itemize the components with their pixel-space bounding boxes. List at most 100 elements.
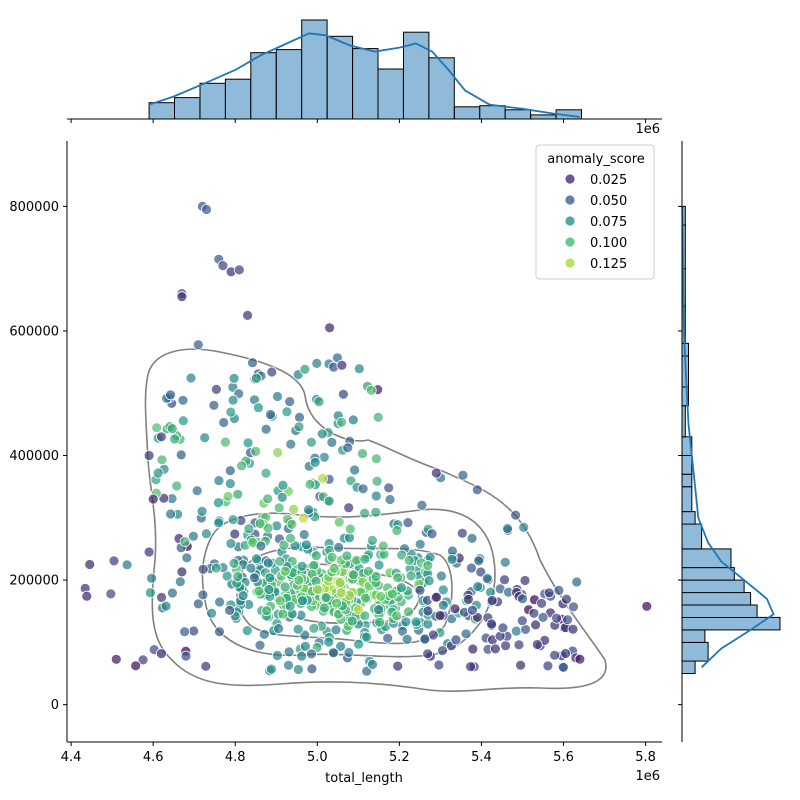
scatter-point — [416, 499, 428, 511]
scatter-point — [435, 570, 447, 582]
scatter-point — [366, 535, 378, 546]
scatter-point — [285, 438, 297, 450]
scatter-points — [79, 200, 653, 677]
scatter-point — [313, 396, 325, 408]
scatter-point — [187, 530, 199, 542]
scatter-point — [262, 557, 274, 569]
scatter-point — [218, 417, 230, 428]
y-tick-label: 0 — [51, 698, 59, 713]
scatter-point — [254, 639, 266, 651]
axes: 4.4 4.6 4.8 5.0 5.2 5.4 5.6 5.8 0 200000 400000 600… — [9, 141, 662, 765]
scatter-point — [185, 372, 197, 384]
top-hist-bar — [275, 49, 303, 120]
scatter-point — [384, 494, 396, 505]
scatter-point — [375, 591, 387, 602]
scatter-point — [446, 554, 458, 565]
scatter-point — [155, 648, 167, 659]
scatter-point — [265, 409, 276, 420]
scatter-point — [397, 625, 408, 637]
x-tick-label: 5.4 — [471, 750, 492, 765]
scatter-point — [262, 493, 274, 505]
scatter-point — [333, 516, 345, 528]
scatter-point — [359, 553, 371, 565]
legend-entry-label: 0.050 — [590, 194, 627, 209]
scatter-point — [437, 599, 449, 611]
scatter-point — [174, 576, 186, 588]
scatter-point — [371, 475, 383, 487]
scatter-point — [260, 423, 272, 435]
top-hist-bar — [504, 109, 532, 120]
scatter-point — [377, 540, 389, 552]
scatter-point — [299, 640, 311, 652]
top-hist-bar — [224, 78, 252, 120]
scatter-point — [293, 574, 305, 586]
scatter-point — [214, 596, 226, 608]
scatter-point — [276, 491, 288, 503]
scatter-point — [306, 648, 317, 660]
scatter-point — [212, 497, 224, 509]
scatter-point — [336, 359, 348, 371]
scatter-point — [403, 555, 415, 566]
scatter-point — [328, 647, 340, 659]
scatter-point — [370, 571, 382, 582]
scatter-point — [143, 546, 155, 558]
top-hist-bar — [250, 52, 277, 120]
scatter-point — [279, 581, 291, 593]
scatter-point — [410, 616, 422, 628]
scatter-point — [486, 618, 498, 630]
scatter-point — [176, 566, 188, 578]
scatter-point — [499, 574, 510, 586]
scatter-point — [232, 571, 244, 582]
scatter-point — [549, 649, 560, 661]
scatter-point — [250, 372, 262, 384]
scatter-point — [297, 595, 308, 607]
scatter-point — [225, 538, 237, 549]
scatter-point — [472, 581, 484, 592]
scatter-point — [422, 605, 434, 617]
scatter-point — [283, 646, 295, 658]
scatter-point — [296, 650, 308, 662]
legend-marker — [564, 236, 576, 248]
scatter-point — [105, 588, 117, 600]
scatter-point — [320, 592, 332, 603]
scatter-point — [261, 605, 273, 617]
scatter-point — [160, 600, 172, 612]
scatter-point — [400, 616, 412, 628]
scatter-point — [473, 555, 485, 567]
scatter-point — [241, 625, 253, 636]
scatter-point — [497, 622, 509, 634]
scatter-point — [465, 661, 477, 672]
scatter-point — [357, 448, 368, 460]
scatter-point — [175, 449, 187, 461]
scatter-point — [281, 406, 293, 418]
legend-marker — [564, 173, 576, 185]
scatter-point — [296, 560, 308, 572]
scatter-point — [263, 584, 275, 595]
scatter-point — [422, 648, 434, 660]
x-tick-label: 5.2 — [389, 750, 410, 765]
scatter-point — [260, 467, 272, 479]
scatter-point — [224, 605, 236, 616]
scatter-point — [273, 623, 285, 634]
scatter-point — [108, 555, 120, 567]
scatter-point — [426, 528, 438, 540]
scatter-point — [283, 659, 294, 671]
scatter-point — [542, 660, 554, 672]
top-hist-bar — [174, 97, 201, 120]
top-hist-bar — [530, 114, 557, 120]
x-offset-label: 1e6 — [635, 769, 660, 784]
scatter-point — [344, 523, 356, 535]
scatter-point — [331, 597, 343, 609]
scatter-point — [158, 492, 170, 504]
right-hist-bar — [681, 604, 758, 618]
scatter-point — [530, 619, 541, 631]
scatter-point — [328, 563, 340, 574]
legend: anomaly_score 0.025 0.050 0.075 0.100 0.125 — [535, 144, 655, 280]
scatter-point — [206, 607, 218, 619]
scatter-point — [574, 653, 586, 665]
right-hist-bar — [681, 523, 703, 550]
scatter-point — [277, 479, 289, 491]
scatter-point — [177, 415, 189, 427]
x-tick-label: 4.4 — [61, 750, 82, 765]
scatter-point — [258, 628, 270, 640]
